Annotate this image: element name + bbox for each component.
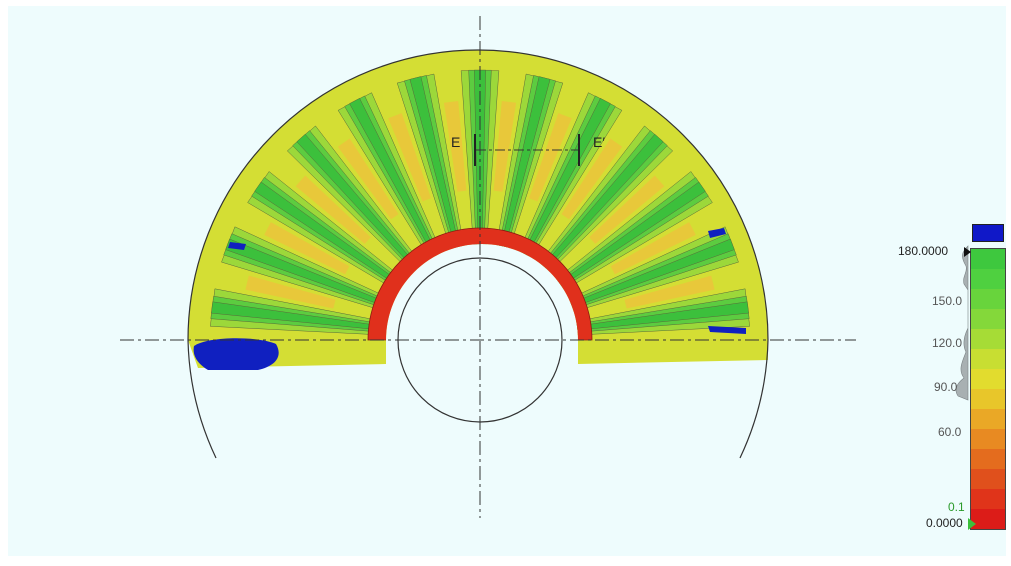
- low-value-patch: [228, 242, 246, 250]
- legend-tick-90: 90.0: [934, 380, 958, 394]
- legend-band: [971, 469, 1005, 489]
- legend-band: [971, 309, 1005, 329]
- legend-band: [971, 349, 1005, 369]
- legend-tick-60: 60.0: [938, 425, 962, 439]
- legend-band: [971, 389, 1005, 409]
- legend-min-pointer: [968, 518, 976, 530]
- legend-tick-120: 120.0: [932, 336, 963, 350]
- outer-boundary: [187, 49, 769, 341]
- legend-band: [971, 449, 1005, 469]
- contour-plot: [120, 16, 856, 518]
- color-legend: 180.0000 150.0 120.0 90.0 60.0 0.1 0.000…: [898, 222, 1006, 532]
- contour-lobe: [295, 175, 371, 244]
- legend-band: [971, 329, 1005, 349]
- legend-band: [971, 369, 1005, 389]
- legend-over-range-swatch: [972, 224, 1004, 242]
- legend-max-pointer: [964, 247, 971, 257]
- legend-max-label: 180.0000: [898, 244, 949, 258]
- contour-lobe: [561, 138, 623, 220]
- contour-lobe: [443, 101, 467, 192]
- contour-lobe: [610, 222, 696, 275]
- outer-arc-lower-right: [739, 339, 769, 459]
- legend-band: [971, 249, 1005, 269]
- legend-band: [971, 509, 1005, 529]
- legend-threshold-label: 0.1: [948, 500, 965, 514]
- low-value-patch: [708, 228, 726, 238]
- legend-min-label: 0.0000: [926, 516, 963, 530]
- legend-band: [971, 269, 1005, 289]
- legend-distribution: [955, 245, 969, 401]
- contour-lobe: [529, 113, 572, 202]
- legend-tick-150: 150.0: [932, 294, 963, 308]
- legend-band: [971, 409, 1005, 429]
- low-value-patch: [708, 326, 746, 334]
- low-value-patch: [193, 338, 279, 370]
- outer-arc-lower-left: [187, 339, 217, 459]
- legend-color-bar: [970, 248, 1006, 530]
- legend-band: [971, 489, 1005, 509]
- contour-lobe: [337, 138, 399, 220]
- contour-lobe: [245, 275, 336, 309]
- section-label-left: E: [451, 134, 461, 150]
- fea-viewport[interactable]: E E′ 180.0000 150.0 120.0 90.0 60.0 0.1 …: [8, 6, 1006, 556]
- contour-lobe: [624, 275, 715, 309]
- legend-band: [971, 429, 1005, 449]
- contour-lobe: [493, 101, 517, 192]
- contour-lobe: [589, 175, 665, 244]
- legend-band: [971, 289, 1005, 309]
- section-label-right: E′: [593, 134, 605, 150]
- contour-lobe: [388, 113, 431, 202]
- contour-lobe: [264, 222, 350, 275]
